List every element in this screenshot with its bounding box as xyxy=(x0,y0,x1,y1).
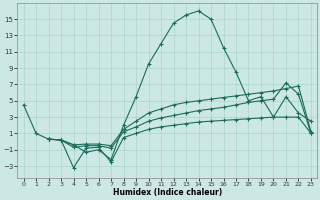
X-axis label: Humidex (Indice chaleur): Humidex (Indice chaleur) xyxy=(113,188,222,197)
